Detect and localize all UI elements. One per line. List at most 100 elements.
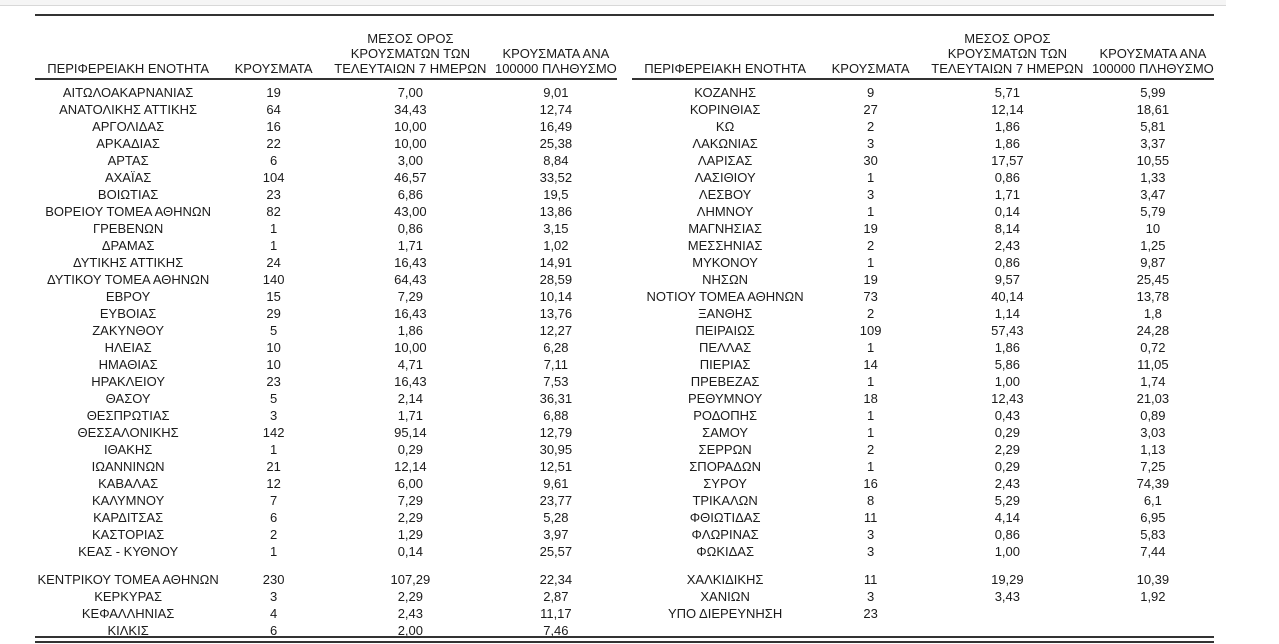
table-row: ΚΩ 2 1,86 5,81 — [632, 118, 1214, 135]
table-row: ΘΕΣΣΑΛΟΝΙΚΗΣ 142 95,14 12,79 — [35, 424, 617, 441]
avg7-cell: 2,29 — [994, 442, 1021, 457]
cases-cell: 1 — [269, 544, 278, 559]
cases-cell: 1 — [866, 459, 875, 474]
table-row: ΛΑΣΙΘΙΟΥ 1 0,86 1,33 — [632, 169, 1214, 186]
region-cell: ΡΟΔΟΠΗΣ — [693, 408, 758, 423]
table-row: ΕΥΒΟΙΑΣ 29 16,43 13,76 — [35, 305, 617, 322]
per100k-cell: 1,25 — [1140, 238, 1166, 253]
avg7-cell: 0,14 — [397, 544, 424, 559]
region-cell: ΚΑΣΤΟΡΙΑΣ — [92, 527, 165, 542]
per100k-cell: 5,28 — [543, 510, 569, 525]
region-cell: ΛΕΣΒΟΥ — [698, 187, 752, 202]
region-cell: ΚΕΦΑΛΛΗΝΙΑΣ — [81, 606, 175, 621]
avg7-cell: 2,00 — [397, 623, 424, 638]
spacer-cell — [632, 560, 1214, 571]
per100k-cell: 24,28 — [1136, 323, 1170, 338]
avg7-cell: 2,14 — [397, 391, 424, 406]
table-row: ΦΛΩΡΙΝΑΣ 3 0,86 5,83 — [632, 526, 1214, 543]
header-per100k-line1: ΚΡΟΥΣΜΑΤΑ ΑΝΑ — [502, 46, 610, 61]
table-row: ΛΕΣΒΟΥ 3 1,71 3,47 — [632, 186, 1214, 203]
per100k-cell: 9,61 — [543, 476, 569, 491]
region-cell: ΚΑΒΑΛΑΣ — [98, 476, 159, 491]
region-cell: ΝΟΤΙΟΥ ΤΟΜΕΑ ΑΘΗΝΩΝ — [646, 289, 804, 304]
per100k-cell: 13,78 — [1136, 289, 1170, 304]
region-cell: ΥΠΟ ΔΙΕΡΕΥΝΗΣΗ — [667, 606, 783, 621]
cases-cell: 3 — [866, 187, 875, 202]
avg7-cell: 6,86 — [397, 187, 424, 202]
per100k-cell: 12,51 — [539, 459, 573, 474]
per100k-cell: 5,81 — [1140, 119, 1166, 134]
table-row: ΘΑΣΟΥ 5 2,14 36,31 — [35, 390, 617, 407]
header-per100k-line2: 100000 ΠΛΗΘΥΣΜΟ — [1091, 61, 1214, 76]
avg7-cell: 34,43 — [394, 102, 427, 117]
avg7-cell: 12,14 — [991, 102, 1024, 117]
avg7-cell: 43,00 — [394, 204, 427, 219]
table-row: ΒΟΙΩΤΙΑΣ 23 6,86 19,5 — [35, 186, 617, 203]
cases-cell: 1 — [269, 238, 278, 253]
region-cell: ΗΛΕΙΑΣ — [104, 340, 152, 355]
table-row: ΧΑΛΚΙΔΙΚΗΣ 11 19,29 10,39 — [632, 571, 1214, 588]
region-cell: ΔΡΑΜΑΣ — [101, 238, 155, 253]
region-cell: ΚΕΑΣ - ΚΥΘΝΟΥ — [78, 544, 179, 559]
regional-cases-table: ΠΕΡΙΦΕΡΕΙΑΚΗ ΕΝΟΤΗΤΑ ΚΡΟΥΣΜΑΤΑ ΜΕΣΟΣ ΟΡΟ… — [35, 14, 1214, 639]
table-row: ΕΒΡΟΥ 15 7,29 10,14 — [35, 288, 617, 305]
avg7-cell: 10,00 — [394, 119, 427, 134]
region-cell: ΛΗΜΝΟΥ — [696, 204, 754, 219]
avg7-cell: 57,43 — [991, 323, 1024, 338]
cases-cell: 15 — [266, 289, 281, 304]
table-row: ΚΕΡΚΥΡΑΣ 3 2,29 2,87 — [35, 588, 617, 605]
per100k-cell: 10,55 — [1136, 153, 1170, 168]
cases-cell: 6 — [269, 153, 278, 168]
header-region: ΠΕΡΙΦΕΡΕΙΑΚΗ ΕΝΟΤΗΤΑ — [35, 18, 222, 80]
region-cell: ΖΑΚΥΝΘΟΥ — [92, 323, 165, 338]
region-cell: ΠΙΕΡΙΑΣ — [699, 357, 751, 372]
cases-cell: 142 — [262, 425, 285, 440]
cases-cell: 12 — [266, 476, 281, 491]
avg7-cell: 1,71 — [994, 187, 1021, 202]
header-avg7-line3: ΤΕΛΕΥΤΑΙΩΝ 7 ΗΜΕΡΩΝ — [931, 61, 1084, 76]
cases-cell: 1 — [866, 170, 875, 185]
table-row: ΖΑΚΥΝΘΟΥ 5 1,86 12,27 — [35, 322, 617, 339]
avg7-cell: 0,29 — [994, 425, 1021, 440]
cases-cell: 10 — [266, 357, 281, 372]
region-cell: ΘΕΣΠΡΩΤΙΑΣ — [86, 408, 170, 423]
cases-cell: 3 — [866, 136, 875, 151]
table-row: ΗΜΑΘΙΑΣ 10 4,71 7,11 — [35, 356, 617, 373]
per100k-cell: 11,17 — [540, 606, 572, 621]
table-row: ΚΟΡΙΝΘΙΑΣ 27 12,14 18,61 — [632, 101, 1214, 118]
cases-cell: 19 — [863, 221, 878, 236]
per100k-cell: 8,84 — [543, 153, 569, 168]
per100k-cell: 16,49 — [539, 119, 573, 134]
region-cell: ΜΕΣΣΗΝΙΑΣ — [687, 238, 763, 253]
avg7-cell: 16,43 — [394, 306, 427, 321]
cases-cell: 16 — [266, 119, 281, 134]
per100k-cell: 36,31 — [539, 391, 573, 406]
avg7-cell: 1,71 — [397, 238, 424, 253]
per100k-cell: 7,44 — [1140, 544, 1166, 559]
avg7-cell: 6,00 — [397, 476, 424, 491]
region-cell: ΚΙΛΚΙΣ — [107, 623, 149, 638]
table-row: ΚΑΛΥΜΝΟΥ 7 7,29 23,77 — [35, 492, 617, 509]
cases-cell: 30 — [863, 153, 878, 168]
avg7-cell: 2,43 — [994, 476, 1021, 491]
table-row: ΚΟΖΑΝΗΣ 9 5,71 5,99 — [632, 79, 1214, 101]
region-cell: ΦΛΩΡΙΝΑΣ — [691, 527, 759, 542]
cases-cell: 16 — [863, 476, 878, 491]
header-row: ΠΕΡΙΦΕΡΕΙΑΚΗ ΕΝΟΤΗΤΑ ΚΡΟΥΣΜΑΤΑ ΜΕΣΟΣ ΟΡΟ… — [632, 18, 1214, 80]
table-row: ΞΑΝΘΗΣ 2 1,14 1,8 — [632, 305, 1214, 322]
avg7-cell: 9,57 — [994, 272, 1021, 287]
table-row: ΣΕΡΡΩΝ 2 2,29 1,13 — [632, 441, 1214, 458]
spacer-row — [35, 560, 617, 571]
avg7-cell: 1,00 — [994, 374, 1021, 389]
per100k-cell: 10 — [1145, 221, 1161, 236]
region-cell: ΠΕΙΡΑΙΩΣ — [695, 323, 755, 338]
table-header: ΠΕΡΙΦΕΡΕΙΑΚΗ ΕΝΟΤΗΤΑ ΚΡΟΥΣΜΑΤΑ ΜΕΣΟΣ ΟΡΟ… — [632, 18, 1214, 80]
header-avg7-line3: ΤΕΛΕΥΤΑΙΩΝ 7 ΗΜΕΡΩΝ — [334, 61, 487, 76]
per100k-cell: 13,86 — [539, 204, 573, 219]
cases-cell: 230 — [262, 572, 285, 587]
cases-cell: 1 — [866, 204, 875, 219]
avg7-cell: 0,86 — [994, 527, 1021, 542]
region-cell: ΓΡΕΒΕΝΩΝ — [92, 221, 164, 236]
cases-cell: 1 — [866, 425, 875, 440]
cases-cell: 104 — [262, 170, 285, 185]
